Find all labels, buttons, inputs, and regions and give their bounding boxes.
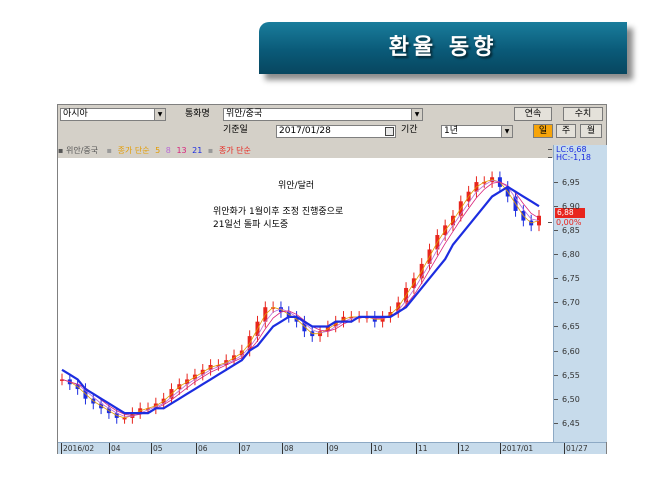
- y-tick-label: 6,80: [554, 250, 580, 260]
- chart-legend: ▪ 위안/중국 ▪ 종가 단순 5 8 13 21 ▪ 종가 단순: [58, 146, 251, 155]
- legend-ma-8: 8: [165, 146, 171, 155]
- candle-body: [482, 182, 487, 184]
- date-input[interactable]: 2017/01/28: [276, 125, 396, 138]
- y-tick-label: 6,95: [554, 178, 580, 188]
- annotation-line2: 21일선 돌파 시도중: [213, 220, 289, 230]
- y-tick-label: 6,50: [554, 394, 580, 404]
- x-axis: 2016/02 04 05 06 07 08 09 10 11 12 2017/01 01/27: [58, 442, 606, 454]
- x-tick-label: 07: [239, 443, 251, 454]
- x-tick-label: 08: [282, 443, 294, 454]
- x-tick-label: 09: [327, 443, 339, 454]
- y-tick-label: 6,85: [554, 226, 580, 236]
- period-value: 1년: [444, 126, 459, 136]
- legend-ma-13: 13: [176, 146, 187, 155]
- y-tick-label: 6,90: [554, 202, 580, 212]
- y-tick-label: 6,70: [554, 298, 580, 308]
- candle-body: [60, 379, 64, 381]
- annotation-line1: 위안화가 1월이후 조정 진행중으로: [213, 207, 344, 217]
- legend-ma-5: 5: [155, 146, 161, 155]
- chevron-down-icon[interactable]: ▼: [154, 109, 165, 120]
- candle-body: [216, 364, 221, 367]
- banner-title: 환율 동향: [388, 35, 498, 60]
- numeric-button[interactable]: 수치: [563, 107, 603, 121]
- y-tick-label: 6,60: [554, 346, 580, 356]
- price-chart: [60, 171, 541, 424]
- legend-ma-21: 21: [192, 146, 203, 155]
- y-tick-label: 6,55: [554, 370, 580, 380]
- region-value: 아시아: [63, 109, 88, 119]
- candle-body: [349, 316, 354, 319]
- connect-button[interactable]: 연속: [514, 107, 552, 121]
- x-tick-label: 04: [109, 443, 121, 454]
- date-label: 기준일: [223, 125, 248, 135]
- candle-body: [146, 408, 151, 410]
- y-tick-label: 6,75: [554, 274, 580, 284]
- hc-label: HC:-1,18: [548, 153, 591, 162]
- current-price-tag: 6,88: [555, 208, 585, 218]
- y-tick-label: 6,45: [554, 418, 580, 428]
- ma5-line: [61, 179, 540, 419]
- chevron-down-icon[interactable]: ▼: [411, 109, 422, 120]
- y-tick-label: 6,65: [554, 322, 580, 332]
- currency-select[interactable]: 위안/중국 ▼: [223, 108, 423, 121]
- title-banner: 환율 동향: [259, 22, 627, 74]
- week-button[interactable]: 주: [556, 124, 576, 138]
- legend-ma-label: 종가 단순: [117, 146, 150, 155]
- legend-symbol: ▪ 위안/중국: [58, 146, 99, 155]
- period-select[interactable]: 1년 ▼: [441, 125, 513, 138]
- candle-body: [122, 417, 127, 420]
- legend-ma2-label: 종가 단순: [218, 146, 251, 155]
- chart-window: 아시아 ▼ 통화명 위안/중국 ▼ 연속 수치 기준일 2017/01/28 기…: [57, 104, 607, 454]
- y-axis: LC:6,68 HC:-1,18 6,88 0,00% 6,45 6,50 6,55…: [547, 145, 607, 442]
- calendar-icon[interactable]: [385, 127, 394, 136]
- region-select[interactable]: 아시아 ▼: [60, 108, 166, 121]
- currency-label: 통화명: [185, 109, 210, 119]
- x-tick-label: 2017/01: [499, 443, 534, 454]
- currency-value: 위안/중국: [226, 109, 263, 119]
- x-tick-label: 2016/02: [60, 443, 95, 454]
- chevron-down-icon[interactable]: ▼: [501, 126, 512, 137]
- x-tick-label: 12: [458, 443, 470, 454]
- day-button[interactable]: 일: [533, 124, 553, 138]
- x-tick-label: 01/27: [564, 443, 588, 454]
- ma21-line: [61, 185, 540, 415]
- month-button[interactable]: 월: [580, 124, 602, 138]
- period-label: 기간: [401, 125, 418, 135]
- x-tick-label: 11: [416, 443, 428, 454]
- date-value: 2017/01/28: [279, 126, 331, 136]
- change-label: 0,00%: [547, 218, 582, 227]
- x-tick-label: 10: [371, 443, 383, 454]
- lc-label: LC:6,68: [548, 145, 587, 154]
- annotation-title: 위안/달러: [278, 181, 315, 191]
- candle-body: [271, 307, 276, 309]
- x-tick-label: 06: [196, 443, 208, 454]
- x-tick-label: 05: [151, 443, 163, 454]
- chart-plot-area[interactable]: 위안/달러 위안화가 1월이후 조정 진행중으로 21일선 돌파 시도중: [58, 158, 553, 442]
